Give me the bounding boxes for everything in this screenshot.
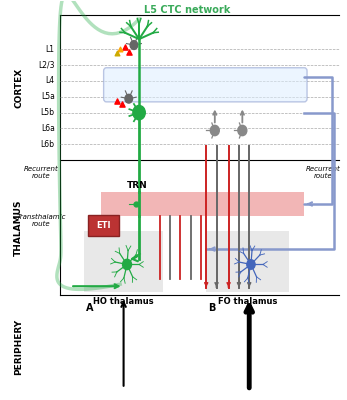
Bar [84, 230, 163, 292]
Text: FO thalamus: FO thalamus [218, 297, 277, 306]
Circle shape [122, 259, 132, 270]
Text: ETI: ETI [96, 221, 111, 230]
Text: Transthalamic
route: Transthalamic route [16, 214, 66, 227]
Circle shape [238, 125, 247, 136]
Circle shape [125, 94, 133, 103]
Text: THALAMUS: THALAMUS [14, 200, 23, 256]
Text: Recurrent
route: Recurrent route [24, 166, 58, 180]
Text: L6b: L6b [41, 140, 55, 149]
Text: L4: L4 [45, 76, 55, 85]
Point [122, 44, 127, 50]
Text: A: A [86, 303, 93, 313]
Circle shape [210, 125, 219, 136]
Text: L5 CTC network: L5 CTC network [144, 5, 230, 15]
FancyBboxPatch shape [104, 68, 307, 102]
Bar [101, 192, 304, 216]
Text: L5b: L5b [41, 108, 55, 117]
Point [126, 49, 132, 55]
Text: L1: L1 [46, 44, 55, 54]
Text: L6a: L6a [41, 124, 55, 133]
Text: PERIPHERY: PERIPHERY [14, 319, 23, 375]
Point [115, 98, 120, 104]
Bar [206, 230, 289, 292]
Point [115, 50, 120, 56]
Text: CORTEX: CORTEX [14, 68, 23, 108]
FancyBboxPatch shape [88, 215, 119, 236]
Text: L5a: L5a [41, 92, 55, 101]
Text: Recurrent
route: Recurrent route [306, 166, 341, 180]
Text: L2/3: L2/3 [38, 60, 55, 70]
Circle shape [133, 106, 145, 120]
Point [119, 101, 125, 107]
Text: B: B [208, 303, 215, 313]
Text: TRN: TRN [127, 181, 148, 190]
Circle shape [247, 260, 255, 269]
Point [118, 46, 123, 52]
Text: HO thalamus: HO thalamus [93, 297, 154, 306]
Circle shape [130, 41, 138, 50]
